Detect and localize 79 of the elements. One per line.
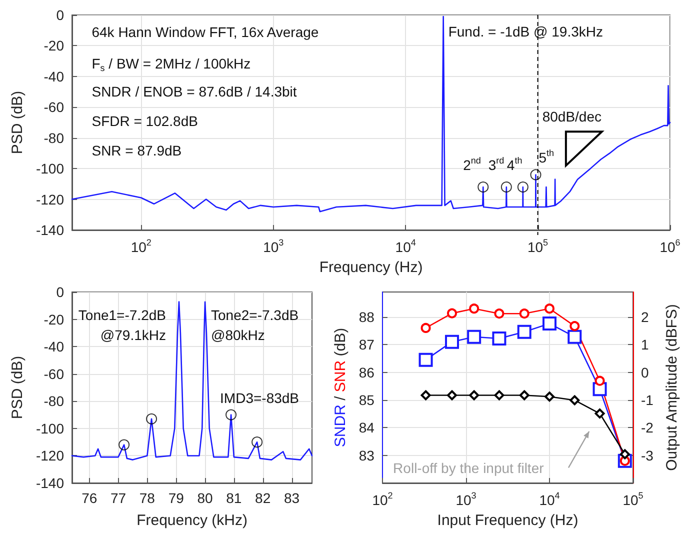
x-axis-title: Frequency (Hz): [319, 259, 423, 276]
y-tick-label: -20: [44, 311, 64, 328]
point: [146, 413, 158, 424]
y-tick-label: -40: [44, 338, 64, 355]
y-tick-label: -120: [36, 191, 64, 208]
point: [118, 439, 130, 450]
annotation: IMD3=-83dB: [220, 390, 300, 406]
y-tick-label: -20: [44, 38, 64, 54]
y2-tick-label: -2: [641, 420, 654, 436]
y-tick-label: 0: [56, 284, 64, 300]
point: [594, 376, 605, 386]
y-tick-label: -140: [36, 222, 64, 238]
y2-axis-title: Output Amplitude (dBFS): [663, 304, 680, 471]
annotation: Tone1=-7.2dB @79.1kHz: [78, 306, 166, 343]
point: [594, 408, 605, 419]
y-tick-label: -80: [44, 393, 64, 410]
annotation: 80dB/dec: [542, 108, 602, 125]
y-tick-label: 83: [358, 447, 375, 464]
point: [467, 330, 482, 344]
annotation: Fund. = -1dB @ 19.3kHz: [448, 24, 604, 40]
x-tick-label: 83: [284, 490, 300, 506]
y-tick-label: -100: [36, 420, 64, 436]
x-axis-title: Input Frequency (Hz): [437, 512, 578, 529]
x-axis-title: Frequency (kHz): [136, 512, 248, 529]
point: [469, 390, 480, 400]
annotation: SNR = 87.9dB: [92, 142, 182, 159]
y-tick-label: 85: [358, 392, 375, 408]
line-series: [71, 301, 313, 460]
y-tick-label: -100: [36, 160, 64, 177]
point: [519, 390, 530, 400]
point: [570, 321, 580, 332]
y-tick-label: -60: [44, 366, 64, 382]
y-tick-label: -120: [36, 448, 64, 464]
y-tick-label: 86: [358, 364, 375, 380]
annotation: Roll-off by the input filter: [393, 460, 544, 476]
point: [469, 304, 480, 314]
annotation: 64k Hann Window FFT, 16x Average: [92, 24, 319, 40]
y2-tick-label: -1: [641, 392, 654, 408]
annotation: SNDR / ENOB = 87.6dB / 14.3bit: [92, 83, 297, 100]
point: [544, 304, 554, 314]
x-tick-label: 81: [226, 490, 242, 506]
y-tick-label: 84: [358, 420, 375, 436]
y2-tick-label: 2: [641, 308, 649, 325]
x-tick-label: 79: [168, 490, 184, 506]
point: [494, 308, 504, 319]
point: [570, 395, 580, 406]
point: [517, 324, 532, 339]
y-tick-label: 88: [358, 308, 375, 325]
y-tick-label: -80: [44, 130, 64, 146]
y-axis-title: SNDR / SNR (dB): [332, 328, 349, 448]
point: [568, 330, 582, 344]
annotation: Tone2=-7.3dB @80kHz: [211, 306, 299, 343]
y2-tick-label: 0: [641, 364, 649, 380]
point: [542, 316, 556, 331]
y-tick-label: 0: [56, 7, 64, 23]
y-axis-title: PSD (dB): [9, 90, 26, 154]
point: [519, 308, 530, 319]
y-tick-label: -60: [44, 99, 64, 116]
y-tick-label: -40: [44, 68, 64, 84]
y-tick-label: 87: [358, 336, 375, 353]
y-axis-title: PSD (dB): [9, 356, 26, 420]
x-tick-label: 82: [255, 490, 271, 506]
annotation: SFDR = 102.8dB: [92, 113, 198, 129]
point: [252, 436, 263, 448]
y2-tick-label: 1: [641, 336, 649, 353]
point: [494, 390, 504, 400]
point: [418, 352, 433, 367]
point: [492, 332, 506, 346]
x-tick-label: 78: [139, 490, 156, 506]
x-tick-label: 77: [110, 490, 126, 506]
point: [544, 392, 554, 402]
y-tick-label: -140: [36, 475, 64, 491]
y2-tick-label: -3: [641, 447, 654, 464]
point: [226, 409, 237, 420]
x-tick-label: 76: [82, 490, 98, 506]
point: [420, 390, 431, 400]
x-tick-label: 80: [197, 490, 214, 506]
point: [620, 449, 630, 460]
point: [420, 322, 431, 333]
